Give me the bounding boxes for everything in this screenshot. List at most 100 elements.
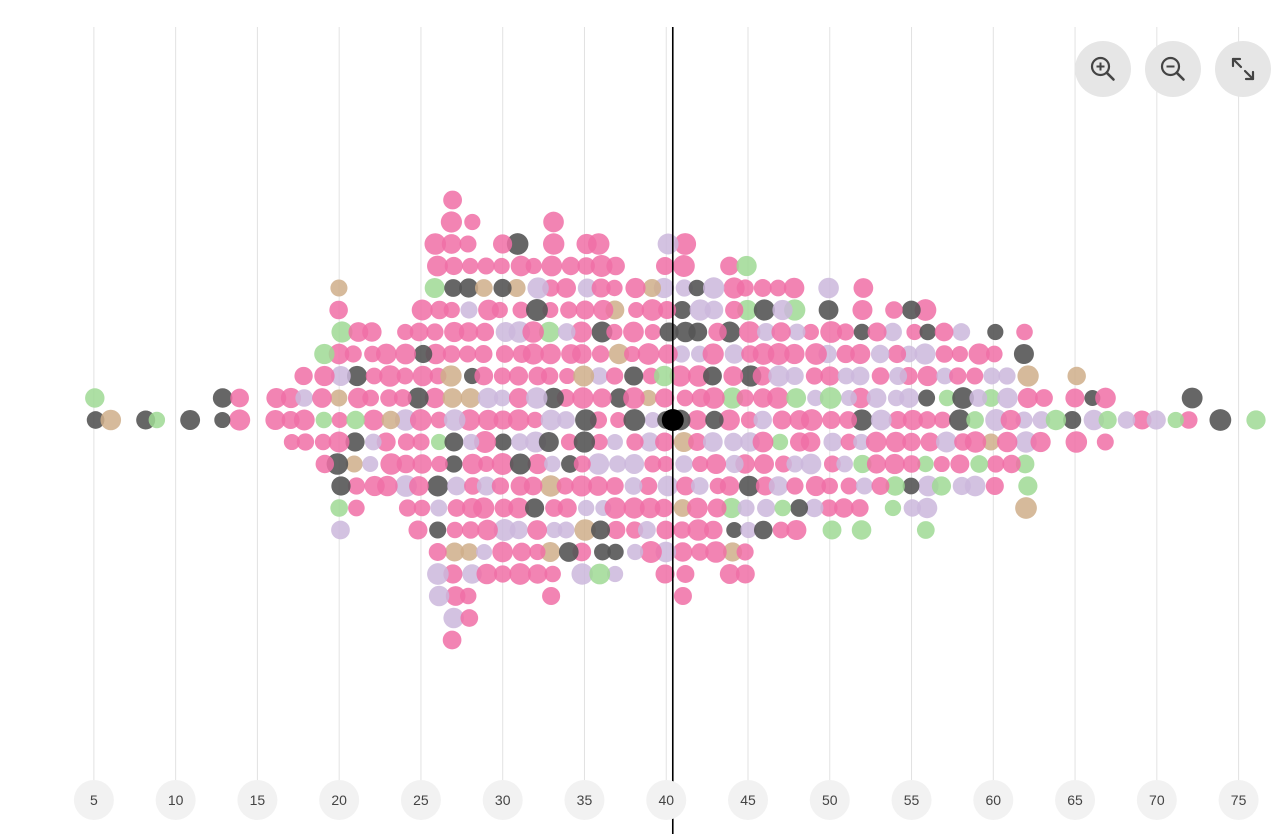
data-point-pink[interactable] [964, 431, 987, 453]
data-point-tan[interactable] [507, 278, 526, 298]
data-point-lavender[interactable] [704, 300, 724, 320]
data-point-green[interactable] [819, 387, 842, 409]
data-point-pink[interactable] [692, 455, 709, 473]
data-point-pink[interactable] [1016, 323, 1033, 341]
data-point-lavender[interactable] [837, 367, 855, 385]
data-point-tan[interactable] [1067, 366, 1086, 386]
data-point-green[interactable] [331, 321, 353, 343]
data-point-pink[interactable] [409, 322, 429, 342]
data-point-lavender[interactable] [463, 433, 480, 451]
data-point-pink[interactable] [426, 323, 444, 341]
data-point-dark[interactable] [738, 475, 760, 497]
data-point-pink[interactable] [933, 455, 950, 473]
data-point-pink[interactable] [705, 541, 727, 563]
data-point-pink[interactable] [525, 257, 542, 275]
data-point-pink[interactable] [644, 323, 661, 341]
data-point-lavender[interactable] [557, 521, 575, 539]
data-point-pink[interactable] [720, 256, 739, 276]
data-point-pink[interactable] [347, 477, 366, 495]
data-point-pink[interactable] [443, 564, 463, 584]
data-point-dark[interactable] [429, 521, 447, 539]
data-point-pink[interactable] [508, 497, 530, 519]
data-point-lavender[interactable] [493, 389, 511, 407]
data-point-pink[interactable] [736, 389, 754, 407]
data-point-pink[interactable] [408, 520, 428, 540]
data-point-green[interactable] [970, 455, 988, 473]
data-point-green[interactable] [330, 499, 348, 517]
data-point-tan[interactable] [722, 542, 743, 562]
data-point-pink[interactable] [637, 343, 660, 365]
data-point-pink[interactable] [769, 279, 787, 297]
data-point-pink[interactable] [447, 499, 466, 517]
data-point-lavender[interactable] [606, 565, 624, 583]
data-point-dark[interactable] [445, 455, 463, 473]
data-point-green[interactable] [771, 433, 789, 451]
data-point-pink[interactable] [628, 301, 645, 319]
data-point-pink[interactable] [478, 455, 495, 473]
data-point-pink[interactable] [639, 476, 658, 496]
data-point-pink[interactable] [885, 301, 903, 319]
data-point-lavender[interactable] [443, 409, 466, 431]
data-point-green[interactable] [966, 411, 984, 429]
data-point-pink[interactable] [560, 301, 578, 319]
data-point-lavender[interactable] [1083, 409, 1105, 431]
data-point-pink[interactable] [950, 454, 970, 474]
data-point-pink[interactable] [328, 343, 350, 365]
data-point-dark[interactable] [575, 409, 597, 431]
data-point-pink[interactable] [474, 344, 493, 364]
data-point-dark[interactable] [1013, 343, 1034, 365]
data-point-green[interactable] [85, 388, 105, 408]
data-point-pink[interactable] [968, 343, 990, 365]
data-point-pink[interactable] [669, 365, 691, 387]
data-point-pink[interactable] [606, 279, 623, 297]
data-point-pink[interactable] [474, 431, 496, 453]
data-point-tan[interactable] [1017, 365, 1039, 387]
data-point-pink[interactable] [557, 498, 577, 518]
data-point-pink[interactable] [508, 366, 529, 386]
data-point-pink[interactable] [475, 322, 495, 342]
data-point-lavender[interactable] [805, 498, 824, 518]
data-point-pink[interactable] [935, 345, 954, 363]
data-point-dark[interactable] [345, 432, 365, 452]
data-point-pink[interactable] [884, 453, 905, 475]
data-point-lavender[interactable] [916, 497, 938, 519]
data-point-tan[interactable] [445, 542, 465, 562]
data-point-pink[interactable] [523, 476, 543, 496]
data-point-lavender[interactable] [546, 521, 563, 539]
data-point-pink[interactable] [512, 542, 532, 562]
data-point-pink[interactable] [393, 389, 412, 407]
data-point-pink[interactable] [312, 388, 332, 408]
data-point-lavender[interactable] [853, 433, 870, 451]
data-point-pink[interactable] [522, 343, 544, 365]
data-point-pink[interactable] [477, 257, 495, 275]
data-point-pink[interactable] [709, 477, 727, 495]
data-point-pink[interactable] [752, 431, 774, 453]
data-point-pink[interactable] [344, 345, 362, 363]
data-point-green[interactable] [721, 387, 744, 409]
data-point-green[interactable] [982, 389, 1000, 407]
data-point-dark[interactable] [1209, 409, 1232, 431]
data-point-tan[interactable] [540, 542, 561, 562]
data-point-pink[interactable] [592, 388, 612, 408]
data-point-green[interactable] [853, 454, 872, 474]
data-point-pink[interactable] [789, 410, 810, 430]
data-point-lavender[interactable] [983, 367, 1001, 385]
data-point-pink[interactable] [593, 299, 614, 321]
data-point-lavender[interactable] [443, 607, 464, 629]
data-point-green[interactable] [786, 388, 807, 408]
data-point-pink[interactable] [687, 519, 710, 541]
data-point-green[interactable] [1045, 409, 1067, 431]
data-point-pink[interactable] [850, 499, 869, 517]
data-point-pink[interactable] [623, 497, 645, 519]
data-point-pink[interactable] [1017, 387, 1038, 409]
data-point-pink[interactable] [805, 343, 827, 365]
data-point-pink[interactable] [427, 255, 448, 277]
data-point-dark[interactable] [180, 410, 201, 430]
data-point-green[interactable] [1015, 454, 1035, 474]
data-point-pink[interactable] [654, 498, 674, 518]
data-point-lavender[interactable] [702, 277, 725, 299]
data-point-lavender[interactable] [800, 453, 822, 475]
data-point-pink[interactable] [853, 278, 874, 298]
data-point-pink[interactable] [834, 498, 854, 518]
data-point-dark[interactable] [609, 388, 630, 408]
